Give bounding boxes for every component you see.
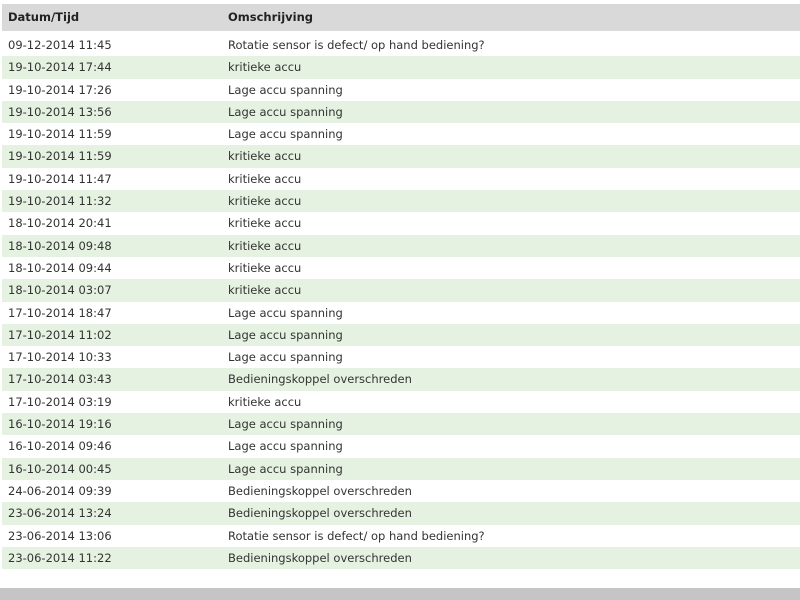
column-header-datetime: Datum/Tijd xyxy=(8,10,80,24)
cell-datetime: 17-10-2014 03:19 xyxy=(8,394,112,409)
table-row: 19-10-2014 13:56 Lage accu spanning xyxy=(2,100,800,124)
cell-description: kritieke accu xyxy=(228,260,302,275)
table-row: 16-10-2014 09:46 Lage accu spanning xyxy=(2,435,800,458)
table-row: 18-10-2014 20:41 kritieke accu xyxy=(2,212,800,235)
cell-description: Bedieningskoppel overschreden xyxy=(228,372,412,387)
cell-datetime: 24-06-2014 09:39 xyxy=(8,483,112,498)
cell-datetime: 23-06-2014 13:24 xyxy=(8,506,112,521)
cell-description: Rotatie sensor is defect/ op hand bedien… xyxy=(228,38,485,52)
cell-datetime: 17-10-2014 03:43 xyxy=(8,372,112,387)
cell-datetime: 18-10-2014 20:41 xyxy=(8,216,112,231)
cell-datetime: 17-10-2014 11:02 xyxy=(8,327,112,342)
table-row: 24-06-2014 09:39 Bedieningskoppel oversc… xyxy=(2,479,800,503)
cell-datetime: 16-10-2014 19:16 xyxy=(8,417,112,432)
cell-description: kritieke accu xyxy=(228,171,302,186)
column-header-description: Omschrijving xyxy=(228,10,314,24)
cell-datetime: 09-12-2014 11:45 xyxy=(8,38,112,52)
cell-description: Bedieningskoppel overschreden xyxy=(228,483,412,498)
table-row: 16-10-2014 19:16 Lage accu spanning xyxy=(2,413,800,436)
table-row: 23-06-2014 13:24 Bedieningskoppel oversc… xyxy=(2,502,800,525)
table-row: 17-10-2014 03:43 Bedieningskoppel oversc… xyxy=(2,368,800,391)
cell-datetime: 16-10-2014 00:45 xyxy=(8,461,112,476)
cell-description: kritieke accu xyxy=(228,283,302,298)
cell-datetime: 18-10-2014 09:44 xyxy=(8,260,112,275)
cell-datetime: 19-10-2014 11:59 xyxy=(8,149,112,164)
cell-description: kritieke accu xyxy=(228,149,302,164)
cell-datetime: 23-06-2014 13:06 xyxy=(8,528,112,543)
cell-description: Lage accu spanning xyxy=(228,327,343,342)
table-row: 19-10-2014 11:32 kritieke accu xyxy=(2,190,800,213)
table-row: 17-10-2014 11:02 Lage accu spanning xyxy=(2,323,800,347)
table-body: 09-12-2014 11:45 Rotatie sensor is defec… xyxy=(2,34,800,570)
cell-datetime: 18-10-2014 09:48 xyxy=(8,238,112,253)
table-row: 17-10-2014 10:33 Lage accu spanning xyxy=(2,346,800,369)
cell-description: Lage accu spanning xyxy=(228,82,343,97)
table-row: 23-06-2014 11:22 Bedieningskoppel oversc… xyxy=(2,546,800,570)
table-row: 17-10-2014 03:19 kritieke accu xyxy=(2,390,800,414)
cell-description: kritieke accu xyxy=(228,238,302,253)
table-header-row: Datum/Tijd Omschrijving xyxy=(2,4,800,31)
table-row: 18-10-2014 09:48 kritieke accu xyxy=(2,234,800,257)
cell-description: Bedieningskoppel overschreden xyxy=(228,550,412,565)
table-row: 19-10-2014 11:47 kritieke accu xyxy=(2,167,800,191)
cell-description: kritieke accu xyxy=(228,60,302,75)
cell-description: kritieke accu xyxy=(228,194,302,209)
cell-description: Bedieningskoppel overschreden xyxy=(228,506,412,521)
cell-description: Lage accu spanning xyxy=(228,104,343,119)
cell-datetime: 17-10-2014 10:33 xyxy=(8,350,112,365)
cell-datetime: 19-10-2014 11:32 xyxy=(8,194,112,209)
table-row: 09-12-2014 11:45 Rotatie sensor is defec… xyxy=(2,34,800,57)
bottom-bar xyxy=(0,588,800,600)
cell-datetime: 16-10-2014 09:46 xyxy=(8,439,112,454)
cell-description: Lage accu spanning xyxy=(228,417,343,432)
cell-datetime: 19-10-2014 17:44 xyxy=(8,60,112,75)
cell-datetime: 18-10-2014 03:07 xyxy=(8,283,112,298)
table-row: 23-06-2014 13:06 Rotatie sensor is defec… xyxy=(2,524,800,547)
cell-datetime: 17-10-2014 18:47 xyxy=(8,305,112,320)
table-row: 16-10-2014 00:45 Lage accu spanning xyxy=(2,457,800,480)
cell-description: kritieke accu xyxy=(228,394,302,409)
table-row: 19-10-2014 17:26 Lage accu spanning xyxy=(2,78,800,101)
cell-datetime: 19-10-2014 11:59 xyxy=(8,127,112,142)
cell-description: Lage accu spanning xyxy=(228,461,343,476)
cell-description: Lage accu spanning xyxy=(228,350,343,365)
table-row: 19-10-2014 17:44 kritieke accu xyxy=(2,56,800,79)
cell-datetime: 19-10-2014 11:47 xyxy=(8,171,112,186)
cell-datetime: 19-10-2014 13:56 xyxy=(8,104,112,119)
table-row: 19-10-2014 11:59 kritieke accu xyxy=(2,145,800,168)
cell-description: kritieke accu xyxy=(228,216,302,231)
event-log-table: Datum/Tijd Omschrijving 09-12-2014 11:45… xyxy=(2,4,800,570)
table-row: 17-10-2014 18:47 Lage accu spanning xyxy=(2,301,800,324)
cell-description: Lage accu spanning xyxy=(228,305,343,320)
cell-datetime: 23-06-2014 11:22 xyxy=(8,550,112,565)
table-row: 18-10-2014 09:44 kritieke accu xyxy=(2,256,800,280)
cell-description: Lage accu spanning xyxy=(228,127,343,142)
cell-description: Rotatie sensor is defect/ op hand bedien… xyxy=(228,528,485,543)
table-row: 18-10-2014 03:07 kritieke accu xyxy=(2,279,800,302)
table-row: 19-10-2014 11:59 Lage accu spanning xyxy=(2,123,800,146)
cell-datetime: 19-10-2014 17:26 xyxy=(8,82,112,97)
cell-description: Lage accu spanning xyxy=(228,439,343,454)
